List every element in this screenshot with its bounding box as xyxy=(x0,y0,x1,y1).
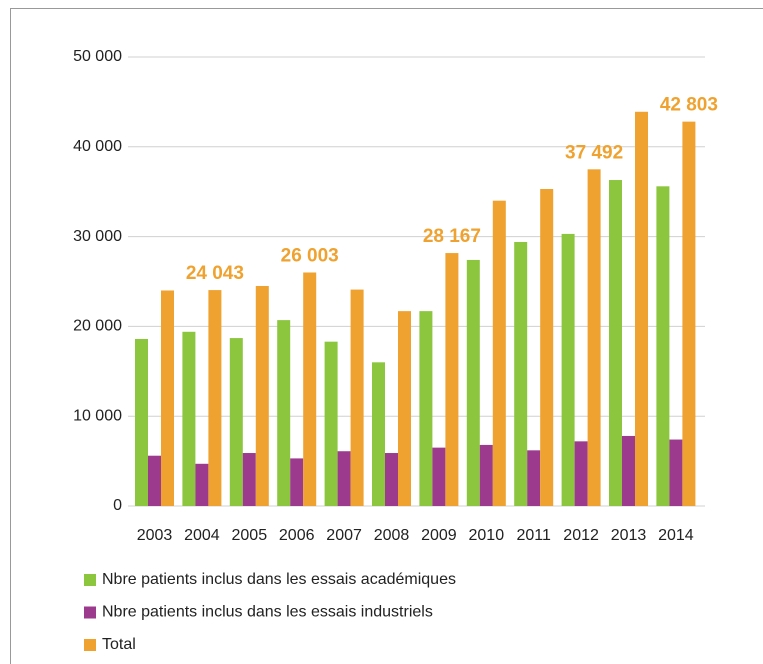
legend-swatch xyxy=(84,606,96,619)
bar xyxy=(574,441,588,506)
bar xyxy=(656,186,670,506)
y-tick-label: 40 000 xyxy=(73,138,122,155)
bar xyxy=(148,455,161,506)
bar xyxy=(492,200,506,506)
bar xyxy=(385,453,398,506)
bar xyxy=(479,444,493,506)
y-tick-label: 0 xyxy=(113,497,122,514)
bar xyxy=(561,233,575,506)
bar xyxy=(466,259,480,506)
bar xyxy=(514,241,528,506)
legend-label: Total xyxy=(102,636,136,653)
bar xyxy=(208,290,222,506)
bar xyxy=(161,290,174,506)
bar xyxy=(350,289,364,506)
x-tick-label: 2011 xyxy=(516,527,551,544)
bar xyxy=(432,447,446,506)
data-label: 37 492 xyxy=(565,142,623,163)
bar xyxy=(290,458,304,506)
x-tick-label: 2005 xyxy=(232,527,268,544)
bar xyxy=(609,180,622,506)
bar xyxy=(242,453,256,506)
data-label: 28 167 xyxy=(423,226,481,247)
bar xyxy=(277,320,291,506)
bar xyxy=(682,121,696,506)
x-tick-label: 2012 xyxy=(563,527,599,544)
bar xyxy=(445,253,459,506)
bar xyxy=(635,111,648,506)
y-tick-label: 20 000 xyxy=(73,318,122,335)
bar xyxy=(527,450,541,506)
frame xyxy=(10,8,763,664)
x-tick-label: 2003 xyxy=(137,527,173,544)
bar xyxy=(195,463,209,506)
legend-swatch xyxy=(84,574,96,586)
bar xyxy=(669,439,683,506)
x-tick-label: 2006 xyxy=(279,527,315,544)
bar xyxy=(324,341,338,506)
bar xyxy=(398,311,411,506)
x-tick-label: 2004 xyxy=(184,527,220,544)
bar xyxy=(303,272,317,506)
x-tick-label: 2014 xyxy=(658,527,694,544)
data-label: 24 043 xyxy=(186,263,244,284)
y-tick-label: 10 000 xyxy=(73,407,122,424)
bar xyxy=(587,169,601,506)
legend-swatch xyxy=(84,639,96,651)
legend-label: Nbre patients inclus dans les essais aca… xyxy=(102,571,456,588)
bar xyxy=(182,331,196,506)
data-label: 42 803 xyxy=(660,95,718,116)
data-label: 26 003 xyxy=(281,246,339,267)
bar xyxy=(622,435,635,506)
x-tick-label: 2008 xyxy=(374,527,410,544)
bar xyxy=(229,338,243,506)
x-tick-label: 2013 xyxy=(611,527,647,544)
bar xyxy=(337,451,351,506)
legend-label: Nbre patients inclus dans les essais ind… xyxy=(102,604,433,621)
x-tick-label: 2009 xyxy=(421,527,457,544)
y-tick-label: 30 000 xyxy=(73,228,122,245)
bar xyxy=(419,311,433,506)
x-tick-label: 2007 xyxy=(326,527,362,544)
bar xyxy=(255,285,269,506)
y-tick-label: 50 000 xyxy=(73,48,122,65)
bar xyxy=(540,189,554,507)
x-tick-label: 2010 xyxy=(469,527,505,544)
bar xyxy=(372,362,385,506)
bar xyxy=(135,338,148,506)
